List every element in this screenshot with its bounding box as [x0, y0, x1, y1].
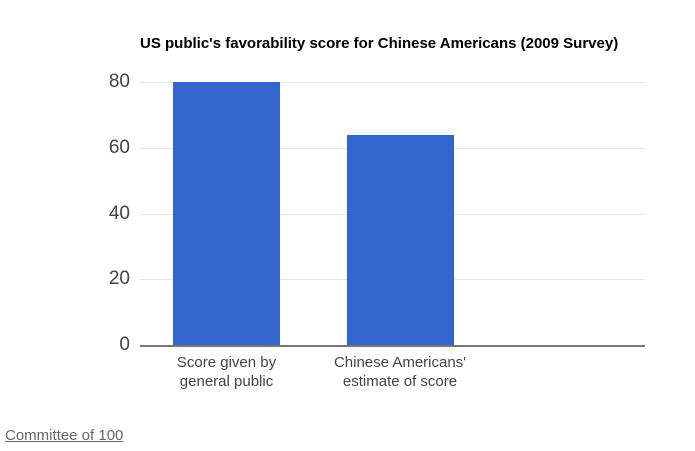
bar-2[interactable] [346, 134, 454, 345]
chart-title: US public's favorability score for Chine… [140, 35, 619, 52]
x-category-label-line: Chinese Americans' [333, 354, 467, 371]
y-tick-label-40: 40 [108, 202, 130, 224]
source-link[interactable]: Committee of 100 [5, 427, 124, 444]
y-axis: 0 20 40 60 80 [0, 72, 130, 355]
y-tick-label-80: 80 [108, 71, 130, 92]
x-category-label-line: Score given by [176, 354, 277, 371]
y-tick-label-20: 20 [108, 268, 130, 290]
y-tick-label-0: 0 [119, 334, 130, 355]
y-tick-label-60: 60 [108, 136, 130, 158]
x-category-label-2: Chinese Americans' estimate of score [290, 353, 510, 391]
gridline-80 [140, 82, 645, 83]
x-category-label-line: estimate of score [342, 373, 458, 390]
x-category-label-1: Score given by general public [117, 353, 337, 391]
x-category-label-line: general public [179, 373, 274, 390]
bar-1[interactable] [173, 82, 280, 345]
plot-area: Score given by general public Chinese Amer… [140, 82, 645, 390]
